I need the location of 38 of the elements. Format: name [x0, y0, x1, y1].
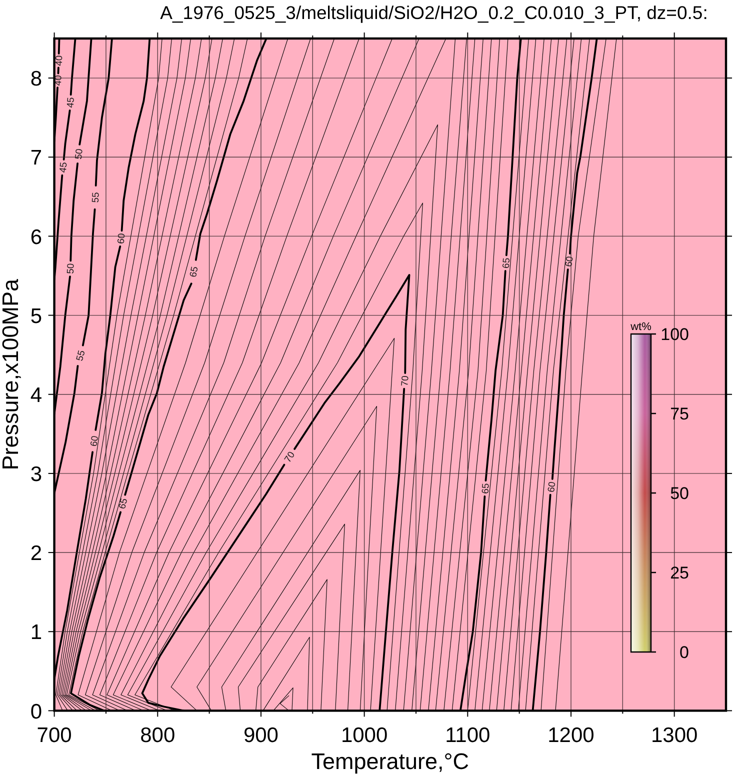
y-tick-label: 6 — [30, 226, 42, 249]
y-axis-title: Pressure,x100MPa — [0, 278, 23, 470]
y-tick-label: 1 — [30, 621, 42, 644]
text: 55 — [90, 192, 102, 204]
text: 60 — [546, 481, 558, 493]
y-tick-label: 5 — [30, 304, 42, 328]
text: 55 — [74, 349, 88, 362]
x-tick-label: 1000 — [340, 724, 388, 747]
y-tick-label: 3 — [30, 463, 42, 486]
text: 65 — [480, 482, 492, 494]
y-tick-label: 0 — [30, 700, 42, 724]
x-tick-label: 1100 — [445, 724, 490, 747]
text: 60 — [564, 256, 576, 268]
text: 40 — [54, 55, 66, 66]
chart-title: A_1976_0525_3/meltsliquid/SiO2/H2O_0.2_C0.010_3_PT, dz=0.5: — [160, 2, 708, 23]
text: 45 — [65, 96, 77, 108]
text: 45 — [58, 162, 70, 174]
text: 70 — [282, 450, 298, 465]
x-tick-label: 700 — [36, 724, 72, 747]
annotation: 50 — [73, 148, 86, 160]
x-tick-label: 1300 — [650, 724, 698, 747]
text: 60 — [116, 232, 128, 244]
text: 65 — [500, 258, 513, 269]
y-tick-label: 2 — [30, 542, 42, 566]
x-tick-label: 800 — [140, 724, 176, 747]
y-tick-label: 4 — [30, 384, 42, 407]
text: 70 — [400, 375, 412, 387]
y-tick-label: 8 — [30, 68, 42, 91]
text: 50 — [65, 263, 77, 274]
x-axis-title: Temperature,°C — [311, 749, 470, 774]
x-tick-label: 1200 — [548, 724, 594, 747]
annotation: 0 — [680, 643, 689, 662]
x-tick-label: 900 — [243, 724, 278, 747]
y-tick-label: 7 — [30, 146, 42, 170]
text: 65 — [188, 266, 201, 278]
text: 65 — [116, 497, 130, 510]
color-bar-title: wt% — [630, 321, 652, 333]
text: 60 — [88, 435, 102, 448]
